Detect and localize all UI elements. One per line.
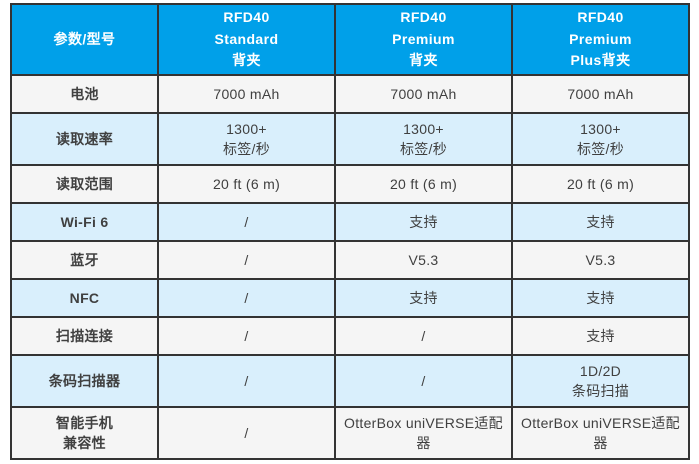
row-label-bluetooth: 蓝牙 [10, 240, 159, 281]
header-row: 参数/型号 RFD40 Standard 背夹 RFD40 Premium 背夹… [10, 2, 690, 77]
cell-wifi6-premium-plus: 支持 [511, 202, 690, 243]
row-label-smartphone-compatibility: 智能手机 兼容性 [10, 406, 159, 461]
cell-barcode-scanner-standard: / [157, 354, 336, 409]
table-row-scan-connection: 扫描连接 / / 支持 [10, 316, 690, 357]
table-header: 参数/型号 RFD40 Standard 背夹 RFD40 Premium 背夹… [10, 2, 690, 77]
cell-read-rate-standard: 1300+ 标签/秒 [157, 112, 336, 167]
row-label-scan-connection: 扫描连接 [10, 316, 159, 357]
cell-battery-premium-plus: 7000 mAh [511, 74, 690, 115]
cell-scan-connection-premium: / [334, 316, 513, 357]
spec-comparison-table: 参数/型号 RFD40 Standard 背夹 RFD40 Premium 背夹… [10, 2, 690, 461]
cell-smartphone-compatibility-premium-plus: OtterBox uniVERSE适配器 [511, 406, 690, 461]
row-label-read-range: 读取范围 [10, 164, 159, 205]
row-label-battery: 电池 [10, 74, 159, 115]
cell-nfc-standard: / [157, 278, 336, 319]
table-row-read-range: 读取范围 20 ft (6 m) 20 ft (6 m) 20 ft (6 m) [10, 164, 690, 205]
cell-read-rate-premium-plus: 1300+ 标签/秒 [511, 112, 690, 167]
cell-barcode-scanner-premium: / [334, 354, 513, 409]
table-row-battery: 电池 7000 mAh 7000 mAh 7000 mAh [10, 74, 690, 115]
cell-read-range-premium: 20 ft (6 m) [334, 164, 513, 205]
cell-read-range-standard: 20 ft (6 m) [157, 164, 336, 205]
cell-scan-connection-standard: / [157, 316, 336, 357]
cell-wifi6-standard: / [157, 202, 336, 243]
cell-read-rate-premium: 1300+ 标签/秒 [334, 112, 513, 167]
cell-bluetooth-premium-plus: V5.3 [511, 240, 690, 281]
header-rfd40-standard: RFD40 Standard 背夹 [157, 2, 336, 77]
table-row-bluetooth: 蓝牙 / V5.3 V5.3 [10, 240, 690, 281]
cell-nfc-premium: 支持 [334, 278, 513, 319]
header-rfd40-premium-plus: RFD40 Premium Plus背夹 [511, 2, 690, 77]
table-row-smartphone-compatibility: 智能手机 兼容性 / OtterBox uniVERSE适配器 OtterBox… [10, 406, 690, 461]
cell-battery-standard: 7000 mAh [157, 74, 336, 115]
cell-read-range-premium-plus: 20 ft (6 m) [511, 164, 690, 205]
row-label-wifi6: Wi-Fi 6 [10, 202, 159, 243]
row-label-barcode-scanner: 条码扫描器 [10, 354, 159, 409]
table-row-wifi6: Wi-Fi 6 / 支持 支持 [10, 202, 690, 243]
cell-smartphone-compatibility-premium: OtterBox uniVERSE适配器 [334, 406, 513, 461]
table-row-barcode-scanner: 条码扫描器 / / 1D/2D 条码扫描 [10, 354, 690, 409]
row-label-read-rate: 读取速率 [10, 112, 159, 167]
cell-barcode-scanner-premium-plus: 1D/2D 条码扫描 [511, 354, 690, 409]
table-row-nfc: NFC / 支持 支持 [10, 278, 690, 319]
cell-nfc-premium-plus: 支持 [511, 278, 690, 319]
cell-smartphone-compatibility-standard: / [157, 406, 336, 461]
row-label-nfc: NFC [10, 278, 159, 319]
cell-bluetooth-standard: / [157, 240, 336, 281]
header-corner-param-model: 参数/型号 [10, 2, 159, 77]
cell-wifi6-premium: 支持 [334, 202, 513, 243]
header-rfd40-premium: RFD40 Premium 背夹 [334, 2, 513, 77]
cell-scan-connection-premium-plus: 支持 [511, 316, 690, 357]
cell-battery-premium: 7000 mAh [334, 74, 513, 115]
cell-bluetooth-premium: V5.3 [334, 240, 513, 281]
table-row-read-rate: 读取速率 1300+ 标签/秒 1300+ 标签/秒 1300+ 标签/秒 [10, 112, 690, 167]
